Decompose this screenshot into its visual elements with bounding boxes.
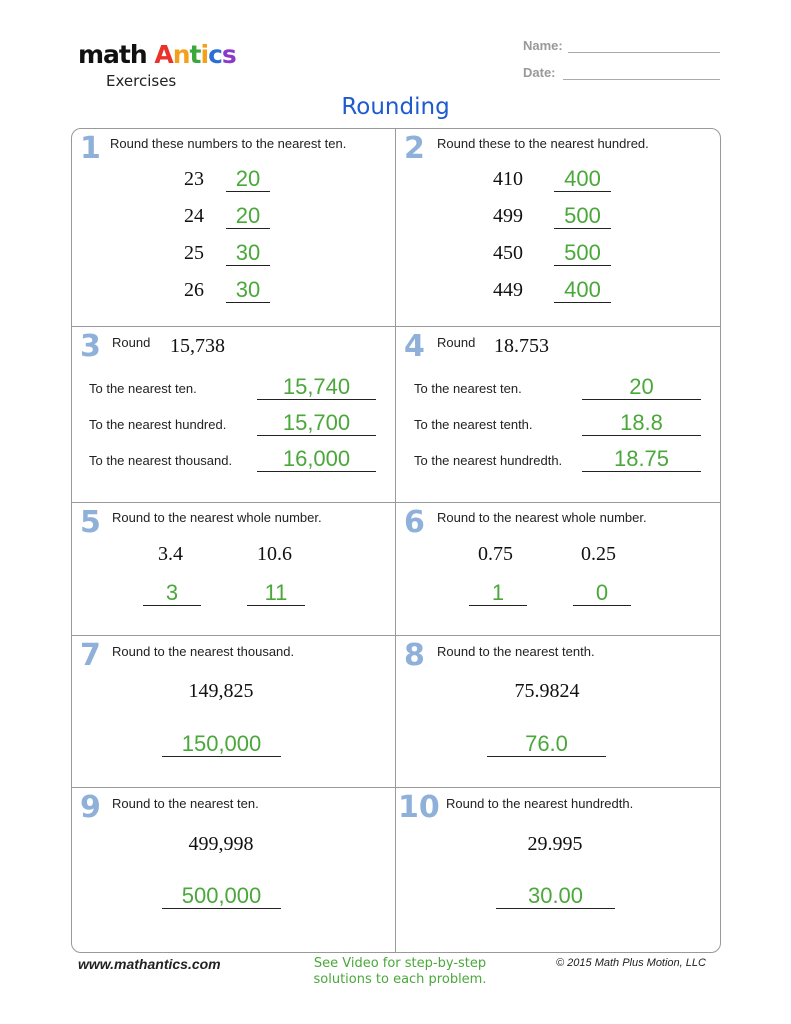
answer-field[interactable]: 20 [582,375,701,400]
problem-prompt: Round to the nearest whole number. [437,510,647,525]
answer-field[interactable]: 400 [554,167,611,192]
problem-value: 10.6 [257,543,292,565]
answer-field[interactable]: 500,000 [162,884,281,909]
copyright: © 2015 Math Plus Motion, LLC [556,957,706,969]
problem-number: 10 [398,790,440,825]
row-divider [71,326,721,327]
answer-field[interactable]: 20 [226,167,270,192]
problem-value: 449 [493,279,523,301]
answer-field[interactable]: 500 [554,204,611,229]
answer-field[interactable]: 18.75 [582,447,701,472]
problem-value: 149,825 [188,680,254,702]
problem-value: 23 [184,168,204,190]
answer-field[interactable]: 18.8 [582,411,701,436]
problem-number: 9 [80,790,101,825]
name-field[interactable] [568,52,720,53]
problem-value: 24 [184,205,204,227]
answer-field[interactable]: 76.0 [487,732,606,757]
answer-field[interactable]: 30 [226,278,270,303]
answer-field[interactable]: 16,000 [257,447,376,472]
answer-label: To the nearest hundredth. [414,453,563,468]
answer-label: To the nearest thousand. [89,453,233,468]
problem-value: 15,738 [170,335,225,357]
date-field[interactable] [563,79,720,80]
date-label: Date: [523,65,556,80]
problem-value: 499 [493,205,523,227]
problem-number: 6 [404,505,425,540]
problem-value: 499,998 [188,833,254,855]
answer-label: To the nearest ten. [89,381,197,396]
name-label: Name: [523,38,563,53]
problem-value: 75.9824 [514,680,580,702]
column-divider [395,128,396,953]
website-link[interactable]: www.mathantics.com [78,956,221,972]
problem-number: 4 [404,329,425,364]
problem-number: 7 [80,638,101,673]
answer-label: To the nearest ten. [414,381,522,396]
answer-field[interactable]: 11 [247,581,305,606]
logo-subtitle: Exercises [106,72,177,90]
problem-value: 0.25 [581,543,616,565]
problem-value: 29.995 [527,833,583,855]
problem-prompt: Round [437,335,476,350]
problem-prompt: Round these numbers to the nearest ten. [110,136,347,151]
problem-prompt: Round to the nearest thousand. [112,644,295,659]
answer-label: To the nearest tenth. [414,417,533,432]
row-divider [71,787,721,788]
page-title: Rounding [341,94,450,120]
problem-prompt: Round [112,335,151,350]
answer-field[interactable]: 0 [573,581,631,606]
answer-field[interactable]: 30.00 [496,884,615,909]
problem-number: 1 [80,131,101,166]
answer-field[interactable]: 30 [226,241,270,266]
problem-prompt: Round to the nearest ten. [112,796,259,811]
answer-label: To the nearest hundred. [89,417,227,432]
problem-prompt: Round to the nearest whole number. [112,510,322,525]
answer-field[interactable]: 400 [554,278,611,303]
answer-field[interactable]: 150,000 [162,732,281,757]
answer-field[interactable]: 15,740 [257,375,376,400]
problem-value: 18.753 [494,335,549,357]
answer-field[interactable]: 3 [143,581,201,606]
problem-number: 5 [80,505,101,540]
problems-grid [71,128,721,953]
math-antics-logo: math Antics [78,40,237,69]
problem-value: 0.75 [478,543,513,565]
problem-value: 25 [184,242,204,264]
problem-prompt: Round to the nearest tenth. [437,644,595,659]
problem-prompt: Round these to the nearest hundred. [437,136,649,151]
row-divider [71,502,721,503]
video-note: See Video for step-by-step solutions to … [313,956,487,987]
answer-field[interactable]: 500 [554,241,611,266]
answer-field[interactable]: 20 [226,204,270,229]
problem-value: 450 [493,242,523,264]
answer-field[interactable]: 1 [469,581,527,606]
problem-value: 3.4 [158,543,183,565]
problem-number: 8 [404,638,425,673]
problem-value: 410 [493,168,523,190]
problem-number: 3 [80,329,101,364]
problem-value: 26 [184,279,204,301]
row-divider [71,635,721,636]
answer-field[interactable]: 15,700 [257,411,376,436]
problem-number: 2 [404,131,425,166]
problem-prompt: Round to the nearest hundredth. [446,796,634,811]
